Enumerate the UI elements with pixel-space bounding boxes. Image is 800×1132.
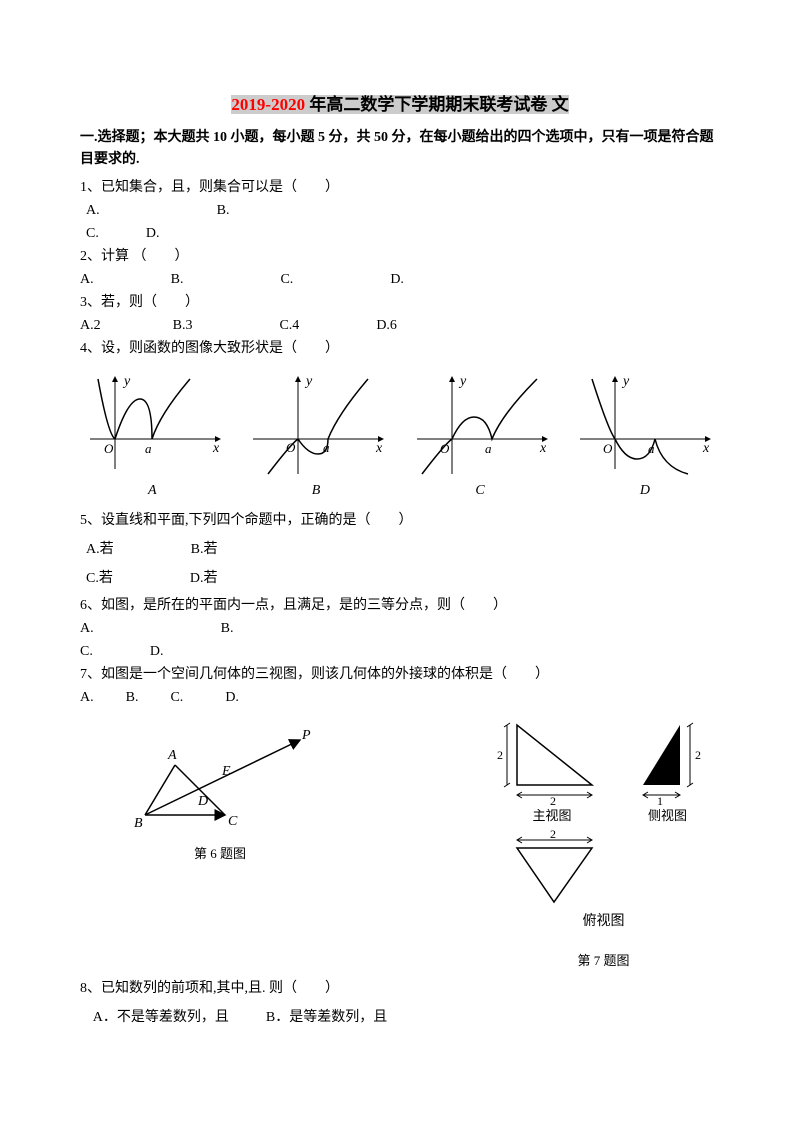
svg-text:O: O — [440, 441, 450, 456]
title-rest: 年高二数学下学期期末联考试卷 文 — [305, 95, 569, 114]
q7-figure: 2 2 主视图 2 — [497, 715, 710, 969]
q6-opt-c: C. — [80, 644, 93, 659]
q4-graphs: x y O a x y O a x y O a — [80, 369, 720, 479]
q4-label-d: D — [640, 483, 650, 499]
title-year: 2019-2020 — [231, 95, 305, 114]
q3-opt-b: B.3 — [173, 318, 193, 333]
q1-opt-b: B. — [217, 203, 230, 218]
svg-text:x: x — [539, 441, 547, 456]
q2-opt-c: C. — [280, 272, 293, 287]
q7-main-view: 2 2 主视图 — [497, 715, 607, 824]
q5-opts-row1: A.若 B.若 — [86, 538, 720, 561]
q4-stem: 4、设，则函数的图像大致形状是（ ） — [80, 337, 720, 360]
q4-graph-d: x y O a — [570, 369, 720, 479]
svg-text:2: 2 — [550, 830, 556, 841]
q6-opts-row1: A. B. — [80, 617, 720, 640]
q6-opt-b: B. — [221, 621, 234, 636]
svg-text:a: a — [145, 441, 152, 456]
svg-text:A: A — [167, 748, 177, 763]
q6-opts-row2: C. D. — [80, 640, 720, 663]
q3-opts: A.2 B.3 C.4 D.6 — [80, 314, 720, 337]
q2-opt-d: D. — [390, 272, 404, 287]
q7-opt-c: C. — [170, 690, 183, 705]
svg-text:O: O — [104, 441, 114, 456]
q4-graph-labels: A B C D — [80, 483, 720, 499]
q7-top-view: 2 俯视图 — [497, 830, 710, 930]
q7-stem: 7、如图是一个空间几何体的三视图，则该几何体的外接球的体积是（ ） — [80, 663, 720, 686]
q7-side-label: 侧视图 — [625, 805, 710, 824]
q5-stem: 5、设直线和平面,下列四个命题中，正确的是（ ） — [80, 509, 720, 532]
q7-side-view: 2 1 侧视图 — [625, 715, 710, 824]
figures-row: A B C D E P 第 6 题图 2 — [80, 715, 720, 969]
q7-top-label: 俯视图 — [497, 910, 710, 930]
q1-stem: 1、已知集合，且，则集合可以是（ ） — [80, 176, 720, 199]
svg-text:E: E — [221, 764, 231, 779]
svg-text:B: B — [134, 816, 143, 831]
q5-opt-c: C.若 — [86, 571, 113, 586]
q3-opt-d: D.6 — [376, 318, 397, 333]
q1-opt-a: A. — [86, 203, 100, 218]
q3-stem: 3、若，则（ ） — [80, 291, 720, 314]
svg-text:a: a — [485, 441, 492, 456]
q3-opt-a: A.2 — [80, 318, 101, 333]
q8-opt-b: B．是等差数列，且 — [266, 1010, 387, 1025]
svg-text:y: y — [458, 374, 467, 389]
q1-opt-d: D. — [146, 226, 160, 241]
q7-opt-b: B. — [126, 690, 139, 705]
q4-graph-c: x y O a — [407, 369, 557, 479]
q4-label-a: A — [148, 483, 157, 499]
q5-opt-d: D.若 — [190, 571, 218, 586]
q5-opts-row2: C.若 D.若 — [86, 567, 720, 590]
q8-stem: 8、已知数列的前项和,其中,且. 则（ ） — [80, 977, 720, 1000]
svg-text:D: D — [197, 794, 208, 809]
q4-graph-a: x y O a — [80, 369, 230, 479]
q4-label-c: C — [475, 483, 484, 499]
svg-text:C: C — [228, 814, 238, 829]
q4-label-b: B — [312, 483, 321, 499]
svg-text:2: 2 — [497, 748, 503, 762]
q7-opts: A. B. C. D. — [80, 686, 720, 709]
q2-stem: 2、计算 （ ） — [80, 245, 720, 268]
q6-stem: 6、如图，是所在的平面内一点，且满足，是的三等分点，则（ ） — [80, 594, 720, 617]
q7-main-label: 主视图 — [497, 805, 607, 824]
q1-opt-c: C. — [86, 226, 99, 241]
q5-opt-a: A.若 — [86, 542, 114, 557]
q6-opt-a: A. — [80, 621, 94, 636]
svg-text:O: O — [603, 441, 613, 456]
q5-opt-b: B.若 — [191, 542, 218, 557]
section-heading: 一.选择题；本大题共 10 小题，每小题 5 分，共 50 分，在每小题给出的四… — [80, 127, 720, 172]
q1-opts-row2: C. D. — [86, 222, 720, 245]
svg-text:x: x — [212, 441, 220, 456]
svg-text:x: x — [375, 441, 383, 456]
svg-text:2: 2 — [550, 794, 556, 805]
svg-text:x: x — [702, 441, 710, 456]
q6-caption: 第 6 题图 — [120, 843, 320, 862]
q4-graph-b: x y O a — [243, 369, 393, 479]
svg-text:1: 1 — [657, 794, 663, 805]
q7-opt-a: A. — [80, 690, 94, 705]
svg-text:y: y — [621, 374, 630, 389]
q2-opt-b: B. — [171, 272, 184, 287]
q8-opt-a: A．不是等差数列，且 — [93, 1010, 229, 1025]
svg-text:y: y — [304, 374, 313, 389]
q3-opt-c: C.4 — [279, 318, 299, 333]
q1-opts-row1: A. B. — [86, 199, 720, 222]
svg-text:y: y — [122, 374, 131, 389]
q2-opt-a: A. — [80, 272, 94, 287]
q8-opts: A．不是等差数列，且 B．是等差数列，且 — [80, 1006, 720, 1029]
q7-caption: 第 7 题图 — [497, 950, 710, 969]
q6-figure: A B C D E P 第 6 题图 — [120, 715, 320, 862]
q6-opt-d: D. — [150, 644, 164, 659]
q7-opt-d: D. — [225, 690, 239, 705]
page-title: 2019-2020 年高二数学下学期期末联考试卷 文 — [80, 90, 720, 115]
svg-text:P: P — [301, 728, 311, 743]
q2-opts: A. B. C. D. — [80, 268, 720, 291]
svg-text:2: 2 — [695, 748, 701, 762]
